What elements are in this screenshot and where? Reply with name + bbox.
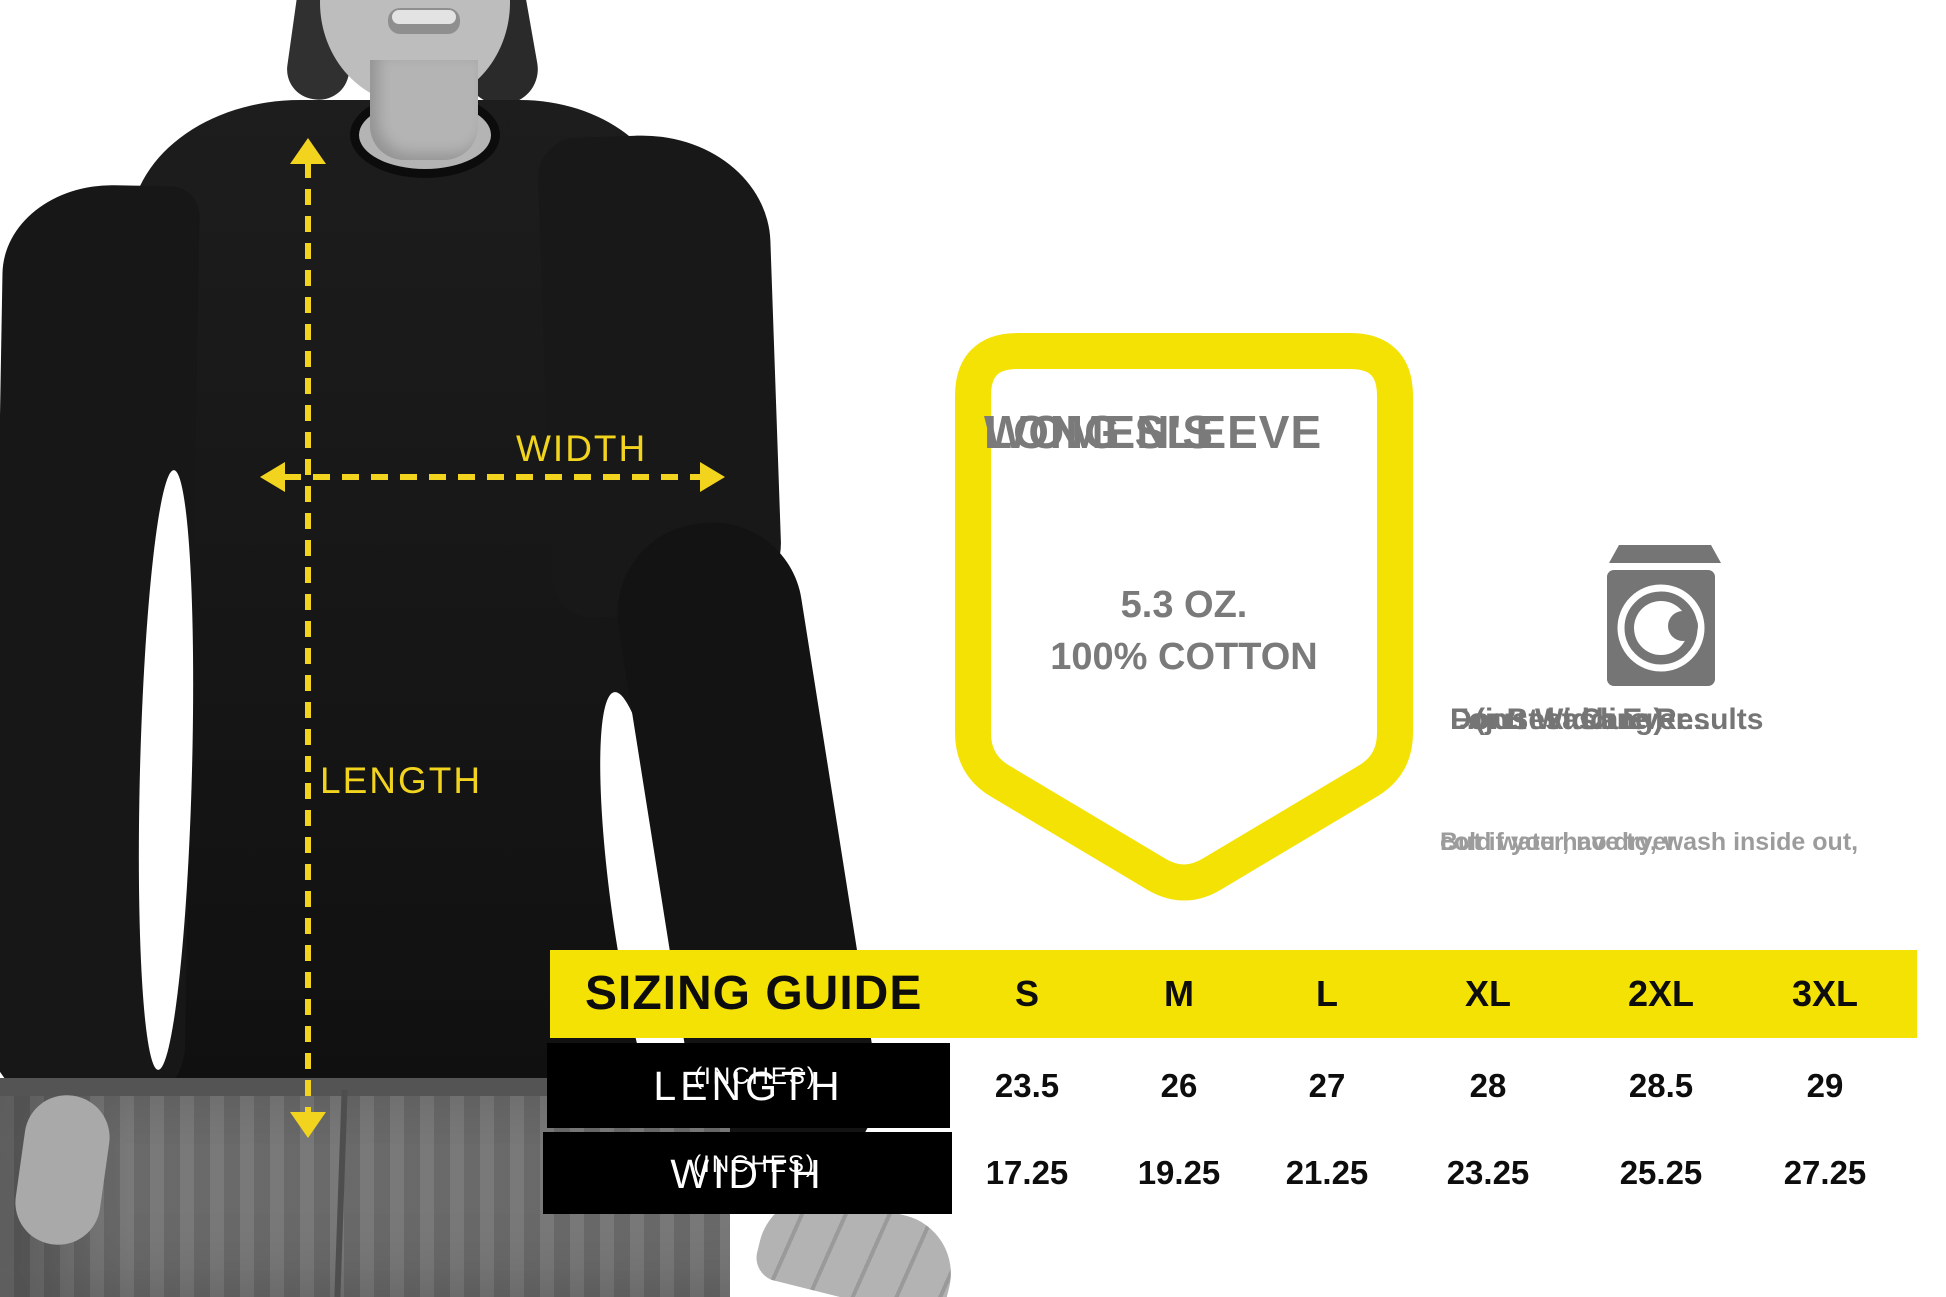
table-cell-length-xl: 28: [1469, 1067, 1507, 1104]
care-heading-line2: Don’t Wash Ever...: [1450, 703, 1711, 736]
size-column-2xl: 2XL: [1627, 973, 1695, 1014]
table-cell-width-3xl: 27.25: [1783, 1154, 1867, 1191]
badge-title-line1: WOMEN'S: [984, 406, 1215, 458]
width-row-unit: (INCHES): [693, 1151, 816, 1178]
length-row-label: LENGTH (INCHES): [547, 1043, 950, 1128]
length-measure-label: LENGTH: [320, 760, 483, 801]
shield-badge-outline: [955, 333, 1413, 901]
washing-machine-icon: [1607, 545, 1721, 686]
model-smile-teeth: [392, 10, 456, 24]
size-column-s: S: [1014, 973, 1039, 1014]
table-cell-width-2xl: 25.25: [1619, 1154, 1703, 1191]
care-heading-line3: ...(just kidding): [1450, 703, 1664, 736]
model-neck: [370, 60, 478, 160]
model-photo: [0, 0, 964, 1297]
length-row-label-text: LENGTH: [653, 1063, 844, 1109]
size-column-xl: XL: [1464, 973, 1511, 1014]
sizing-guide-header-bar: [550, 950, 1917, 1038]
care-subtext-line2: cold water, no dryer.: [1440, 828, 1682, 856]
size-column-3xl: 3XL: [1791, 973, 1859, 1014]
length-arrow-bottom-icon: [290, 1112, 326, 1138]
care-heading-line1: For Best Care Results: [1450, 703, 1764, 736]
table-cell-length-3xl: 29: [1806, 1067, 1844, 1104]
table-cell-width-xl: 23.25: [1446, 1154, 1530, 1191]
width-arrow-left-icon: [260, 462, 285, 492]
length-arrow-top-icon: [290, 138, 326, 164]
width-row-label: WIDTH (INCHES): [543, 1132, 952, 1214]
width-arrow-right-icon: [700, 462, 725, 492]
badge-material: 100% COTTON: [1050, 636, 1318, 678]
table-cell-width-s: 17.25: [985, 1154, 1069, 1191]
width-arrow-line: [284, 474, 704, 480]
care-subtext-line1: But if you have to, wash inside out,: [1440, 828, 1859, 856]
table-cell-length-l: 27: [1308, 1067, 1346, 1104]
table-cell-width-l: 21.25: [1285, 1154, 1369, 1191]
table-cell-length-m: 26: [1160, 1067, 1198, 1104]
badge-title-line2: LONG SLEEVE: [984, 406, 1323, 458]
table-cell-length-s: 23.5: [994, 1067, 1060, 1104]
table-cell-length-2xl: 28.5: [1628, 1067, 1694, 1104]
length-arrow-line: [305, 162, 311, 1114]
width-measure-label: WIDTH: [516, 428, 648, 469]
length-row-unit: (INCHES): [694, 1063, 817, 1090]
badge-weight: 5.3 OZ.: [1120, 584, 1248, 626]
width-row-label-text: WIDTH: [670, 1151, 825, 1197]
size-column-l: L: [1316, 973, 1338, 1014]
sizing-guide-title: SIZING GUIDE: [585, 967, 923, 1020]
table-cell-width-m: 19.25: [1137, 1154, 1221, 1191]
size-column-m: M: [1164, 973, 1194, 1014]
